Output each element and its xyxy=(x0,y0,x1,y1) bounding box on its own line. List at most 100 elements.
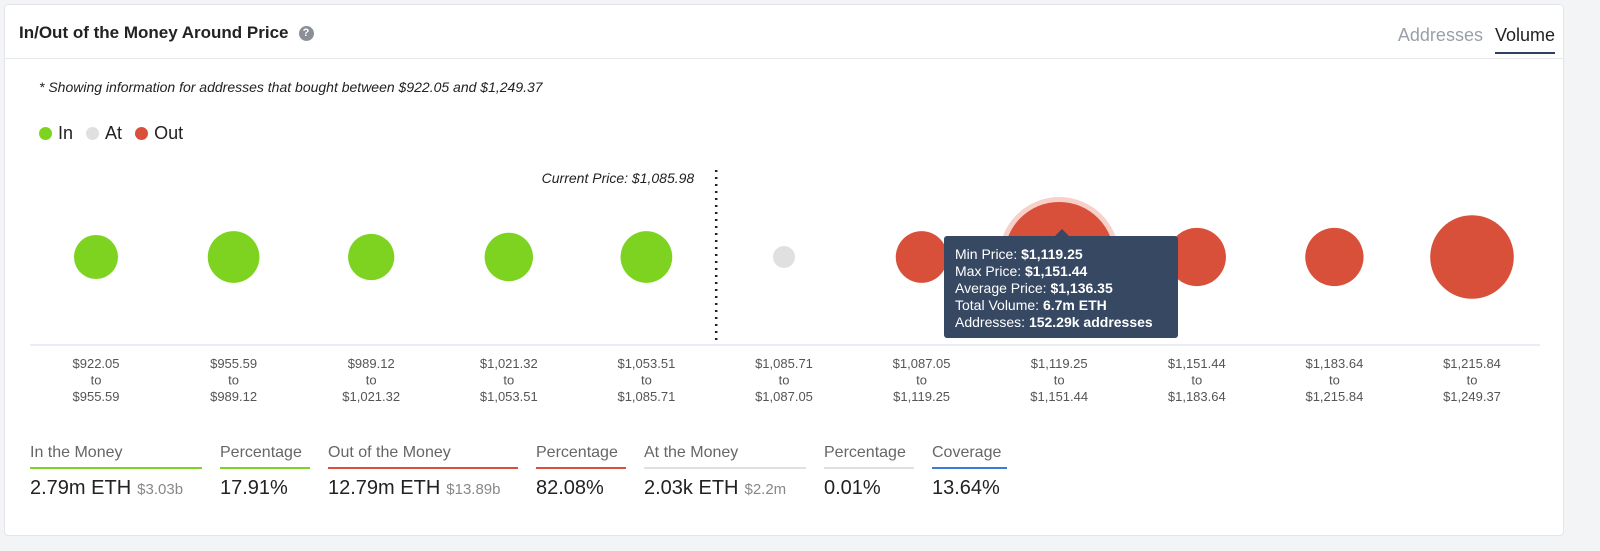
bin-label: to xyxy=(1054,373,1065,388)
stat-at-pct: Percentage 0.01% xyxy=(824,444,914,500)
bin-label: to xyxy=(228,373,239,388)
tip-label: Average Price: xyxy=(955,280,1047,296)
bin-label: $989.12 xyxy=(348,356,395,371)
stat-value: 13.64% xyxy=(932,477,1000,499)
stat-label: In the Money xyxy=(30,444,202,469)
tip-label: Max Price: xyxy=(955,263,1022,279)
bin-label: $1,215.84 xyxy=(1443,356,1501,371)
stat-value: 82.08% xyxy=(536,477,604,499)
summary-stats: In the Money 2.79m ETH $3.03b Percentage 17… xyxy=(30,444,1025,500)
stat-value: 17.91% xyxy=(220,477,288,499)
legend-in[interactable]: In xyxy=(39,123,73,143)
bin-label: to xyxy=(641,373,652,388)
bubble-at[interactable] xyxy=(773,246,795,268)
bin-label: to xyxy=(916,373,927,388)
tab-addresses[interactable]: Addresses xyxy=(1397,25,1483,45)
tip-max: $1,151.44 xyxy=(1025,263,1088,279)
bin-label: to xyxy=(503,373,514,388)
bin-label: $1,021.32 xyxy=(342,389,400,404)
stat-label: Percentage xyxy=(220,444,310,469)
legend-at[interactable]: At xyxy=(86,123,122,143)
bin-label: $1,151.44 xyxy=(1030,389,1088,404)
tip-avg: $1,136.35 xyxy=(1050,280,1113,296)
bin-label: $1,053.51 xyxy=(617,356,675,371)
stat-sub: $3.03b xyxy=(137,481,184,498)
bin-label: $1,087.05 xyxy=(755,389,813,404)
bin-label: to xyxy=(1329,373,1340,388)
bin-label: to xyxy=(1467,373,1478,388)
bin-label: $1,215.84 xyxy=(1305,389,1363,404)
bubble-in[interactable] xyxy=(348,233,395,281)
title-text: In/Out of the Money Around Price xyxy=(19,23,289,42)
bin-label: $1,183.64 xyxy=(1305,356,1363,371)
stat-out-pct: Percentage 82.08% xyxy=(536,444,626,500)
bin-label: to xyxy=(779,373,790,388)
stat-out-money: Out of the Money 12.79m ETH $13.89b xyxy=(328,444,518,500)
current-price-label: Current Price: $1,085.98 xyxy=(542,170,695,186)
bin-label: $1,087.05 xyxy=(893,356,951,371)
bubble-in[interactable] xyxy=(207,231,260,283)
tip-label: Total Volume: xyxy=(955,297,1040,313)
stat-at-money: At the Money 2.03k ETH $2.2m xyxy=(644,444,806,500)
bubble-out[interactable] xyxy=(1305,227,1364,287)
bubble-in[interactable] xyxy=(620,231,673,283)
tip-label: Addresses: xyxy=(955,314,1026,330)
view-tabs: Addresses Volume xyxy=(1386,25,1555,54)
bin-label: to xyxy=(366,373,377,388)
range-note: * Showing information for addresses that… xyxy=(39,79,543,95)
stat-coverage: Coverage 13.64% xyxy=(932,444,1007,500)
bin-label: $955.59 xyxy=(210,356,257,371)
at-dot-icon xyxy=(86,127,100,140)
stat-value: 2.03k ETH xyxy=(644,477,739,499)
iomap-card: In/Out of the Money Around Price? Addres… xyxy=(4,4,1564,536)
legend-label: In xyxy=(58,123,74,143)
bin-label: $1,053.51 xyxy=(480,389,538,404)
bin-label: $955.59 xyxy=(73,389,120,404)
out-dot-icon xyxy=(135,127,149,140)
tab-volume[interactable]: Volume xyxy=(1494,25,1555,54)
bin-label: $1,119.25 xyxy=(1031,356,1088,371)
stat-label: Percentage xyxy=(824,444,914,469)
tooltip: Min Price: $1,119.25 Max Price: $1,151.4… xyxy=(944,229,1178,338)
stat-label: At the Money xyxy=(644,444,806,469)
question-circle-icon[interactable]: ? xyxy=(298,26,314,41)
legend: In At Out xyxy=(39,123,191,144)
bin-label: $1,151.44 xyxy=(1168,356,1226,371)
bin-label: $1,119.25 xyxy=(893,389,950,404)
card-title: In/Out of the Money Around Price? xyxy=(19,23,314,43)
stat-sub: $13.89b xyxy=(446,481,501,498)
stat-value: 2.79m ETH xyxy=(30,477,132,499)
stat-label: Coverage xyxy=(932,444,1007,469)
legend-out[interactable]: Out xyxy=(135,123,183,143)
tip-vol: 6.7m ETH xyxy=(1042,297,1107,313)
bubble-out[interactable] xyxy=(1430,215,1514,299)
bin-label: $1,085.71 xyxy=(755,356,813,371)
stat-value: 0.01% xyxy=(824,477,881,499)
bubble-chart: Current Price: $1,085.98$922.05to$955.59… xyxy=(30,170,1540,404)
in-dot-icon xyxy=(39,127,52,140)
bubble-out[interactable] xyxy=(1167,227,1226,287)
stat-label: Out of the Money xyxy=(328,444,518,469)
bubble-in[interactable] xyxy=(74,235,118,279)
bin-label: $1,249.37 xyxy=(1443,389,1501,404)
tip-addr: 152.29k addresses xyxy=(1028,314,1153,330)
legend-label: Out xyxy=(154,123,184,143)
bin-label: to xyxy=(1191,373,1202,388)
legend-label: At xyxy=(105,123,123,143)
bin-label: $1,021.32 xyxy=(480,356,538,371)
tip-label: Min Price: xyxy=(955,246,1018,262)
stat-in-pct: Percentage 17.91% xyxy=(220,444,310,500)
bubble-in[interactable] xyxy=(484,232,533,282)
tip-min: $1,119.25 xyxy=(1021,246,1083,262)
divider xyxy=(5,58,1563,59)
bin-label: $989.12 xyxy=(210,389,257,404)
stat-sub: $2.2m xyxy=(744,481,787,498)
bin-label: to xyxy=(91,373,102,388)
bin-label: $922.05 xyxy=(73,356,120,371)
stat-value: 12.79m ETH xyxy=(328,477,441,499)
bubble-out[interactable] xyxy=(895,231,948,283)
stat-in-money: In the Money 2.79m ETH $3.03b xyxy=(30,444,202,500)
bin-label: $1,085.71 xyxy=(617,389,675,404)
stat-label: Percentage xyxy=(536,444,626,469)
bin-label: $1,183.64 xyxy=(1168,389,1226,404)
